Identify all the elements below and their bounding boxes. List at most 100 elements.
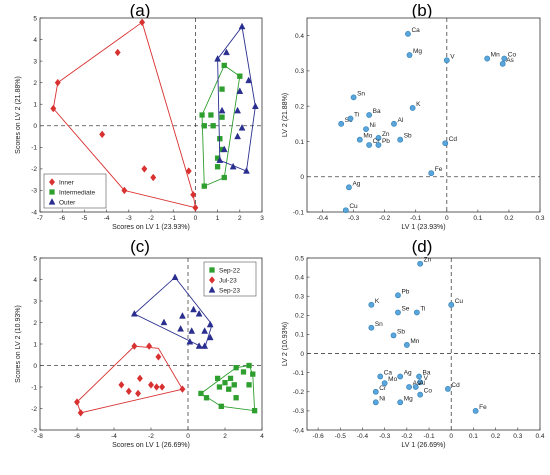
data-point <box>222 380 228 386</box>
data-point <box>236 87 244 94</box>
data-point <box>216 384 223 390</box>
data-point <box>146 342 153 350</box>
data-point <box>206 333 214 341</box>
loading-point <box>350 94 357 101</box>
panel-letter: (c) <box>130 237 150 256</box>
x-tick-label: -0.3 <box>348 215 360 222</box>
series-1 <box>199 62 243 189</box>
data-point <box>243 167 250 174</box>
y-tick-label: 1 <box>33 102 37 109</box>
x-tick-label: -0.5 <box>335 433 347 440</box>
y-axis-label: LV 2 (21.88%) <box>282 93 289 137</box>
legend-entry: Intermediate <box>59 189 96 196</box>
element-label: Cr <box>373 138 381 145</box>
loading-point <box>442 140 449 147</box>
x-tick-label: -0.1 <box>410 215 422 222</box>
legend-marker <box>48 178 56 186</box>
y-tick-label: -0.4 <box>293 427 305 434</box>
loading-point <box>372 399 379 406</box>
data-point <box>186 337 194 345</box>
data-point <box>203 395 210 401</box>
x-tick-label: 3 <box>260 215 264 222</box>
data-point <box>221 174 227 181</box>
element-label: Cu <box>349 203 358 210</box>
data-point <box>250 371 256 377</box>
y-tick-label: 2 <box>33 80 37 87</box>
data-point <box>245 76 253 84</box>
loading-point <box>366 142 373 148</box>
x-axis-label: Scores on LV 1 (23.93%) <box>112 224 190 231</box>
data-point <box>214 55 222 62</box>
data-point <box>139 18 146 27</box>
x-tick-label: -4 <box>104 215 110 222</box>
series-2 <box>214 22 259 174</box>
element-label: Mg <box>404 395 413 402</box>
y-tick-label: -2 <box>31 166 37 173</box>
series-0 <box>50 18 199 212</box>
legend-entry: Sep-23 <box>219 287 240 294</box>
data-point <box>201 327 209 334</box>
x-axis-label: Scores on LV 1 (26.69%) <box>112 442 190 449</box>
legend-entry: Sep-22 <box>219 267 240 274</box>
data-point <box>227 375 234 382</box>
element-label: Ti <box>420 305 425 312</box>
element-label: Sb <box>397 328 405 335</box>
element-label: Cd <box>449 136 458 143</box>
element-label: K <box>416 101 421 108</box>
legend-entry: Outer <box>59 199 76 206</box>
data-point <box>114 48 121 57</box>
y-tick-label: -0.3 <box>293 408 305 415</box>
data-point <box>221 62 227 69</box>
y-tick-label: 4 <box>33 37 37 44</box>
series-2 <box>130 273 214 349</box>
y-tick-label: 0.3 <box>295 294 304 301</box>
loading-point <box>397 136 404 143</box>
y-tick-label: 3 <box>33 58 37 65</box>
element-label: Ag <box>352 180 360 187</box>
element-label: Ni <box>370 122 376 129</box>
x-tick-label: -6 <box>59 215 65 222</box>
data-point <box>251 408 258 414</box>
loading-point <box>342 207 349 214</box>
data-point <box>155 353 162 361</box>
element-label: Ag <box>404 369 412 376</box>
loading-point <box>416 373 422 380</box>
y-tick-label: -0.1 <box>293 370 305 377</box>
loading-point <box>368 301 375 308</box>
panel-letter: (d) <box>412 237 433 256</box>
element-label: Fe <box>435 166 443 173</box>
data-point <box>240 369 247 375</box>
element-label: Mo <box>363 133 372 140</box>
y-tick-label: -1 <box>31 384 37 391</box>
loading-point <box>347 115 354 122</box>
loading-point <box>395 292 401 299</box>
element-label: Cr <box>379 385 387 392</box>
legend-marker <box>208 276 216 284</box>
loading-point <box>428 170 435 177</box>
data-point <box>177 325 185 332</box>
data-point <box>206 320 214 328</box>
element-label: Cu <box>455 298 464 305</box>
x-tick-label: -2 <box>148 433 154 440</box>
x-tick-label: 0 <box>449 433 453 440</box>
data-point <box>198 390 204 397</box>
element-label: Cd <box>451 382 460 389</box>
loading-point <box>501 55 508 62</box>
data-point <box>229 162 237 170</box>
x-tick-label: 0.4 <box>535 433 544 440</box>
loading-point <box>409 105 416 111</box>
data-point <box>201 183 207 189</box>
y-tick-label: 0 <box>300 174 304 181</box>
x-tick-label: -2 <box>148 215 154 222</box>
data-point <box>73 398 81 406</box>
data-point <box>50 104 57 113</box>
legend-marker <box>209 267 215 273</box>
element-label: Sn <box>357 90 365 97</box>
data-point <box>234 132 241 140</box>
x-tick-label: -6 <box>74 433 80 440</box>
y-tick-label: 0.5 <box>295 255 304 262</box>
element-label: Ba <box>373 108 381 115</box>
element-label: Ba <box>423 369 431 376</box>
element-label: As <box>413 380 421 387</box>
loading-points: Zn Pb K Cu Se Ti Sn Sb Mn Ca Ag Ba Mo VAs Al Cd Cr Co Ni Mg… <box>368 257 487 414</box>
